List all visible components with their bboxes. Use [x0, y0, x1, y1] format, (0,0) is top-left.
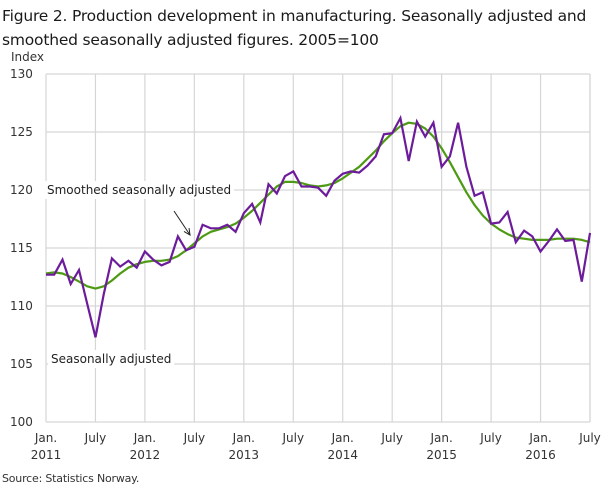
x-tick-label: July — [183, 431, 206, 445]
x-tick-label: July — [479, 431, 502, 445]
source-note: Source: Statistics Norway. — [2, 472, 140, 485]
y-tick-label: 120 — [10, 183, 33, 197]
y-tick-label: 115 — [10, 241, 33, 255]
x-tick-label: Jan. — [133, 431, 156, 445]
x-tick-label: Jan. — [34, 431, 57, 445]
annotation-backgrounds — [44, 181, 235, 368]
seasonally-adjusted-line — [46, 114, 592, 338]
x-axis-ticks: Jan. 2011 July Jan. 2012 July Jan. 2013 July Jan.… — [31, 431, 601, 462]
x-tick-label: Jan. — [429, 431, 452, 445]
x-tick-label: Jan. — [331, 431, 354, 445]
y-tick-label: 125 — [10, 125, 33, 139]
x-tick-year: 2015 — [426, 448, 457, 462]
series-annotations: Smoothed seasonally adjusted Seasonally a… — [47, 183, 231, 366]
smoothed-seasonally-adjusted-line — [45, 121, 591, 290]
x-tick-label: July — [578, 431, 601, 445]
x-tick-label: July — [281, 431, 304, 445]
arrow-head-icon — [183, 227, 191, 236]
seasonally-adjusted-series-label: Seasonally adjusted — [51, 352, 171, 366]
x-tick-year: 2014 — [327, 448, 358, 462]
x-tick-year: 2011 — [31, 448, 62, 462]
smoothed-series-label: Smoothed seasonally adjusted — [47, 183, 231, 197]
x-tick-label: July — [380, 431, 403, 445]
x-tick-year: 2013 — [229, 448, 260, 462]
x-tick-label: July — [84, 431, 107, 445]
annotation-arrow — [173, 210, 191, 236]
x-tick-label: Jan. — [232, 431, 255, 445]
y-tick-label: 100 — [10, 415, 33, 429]
y-tick-label: 105 — [10, 357, 33, 371]
x-tick-year: 2012 — [130, 448, 161, 462]
x-tick-label: Jan. — [528, 431, 551, 445]
y-tick-label: 130 — [10, 67, 33, 81]
y-axis-label: Index — [11, 50, 45, 64]
gridlines — [45, 73, 591, 423]
y-axis-ticks: 100 105 110 115 120 125 130 — [10, 67, 33, 429]
y-tick-label: 110 — [10, 299, 33, 313]
x-tick-year: 2016 — [525, 448, 556, 462]
figure-title: Figure 2. Production development in manu… — [2, 7, 587, 49]
